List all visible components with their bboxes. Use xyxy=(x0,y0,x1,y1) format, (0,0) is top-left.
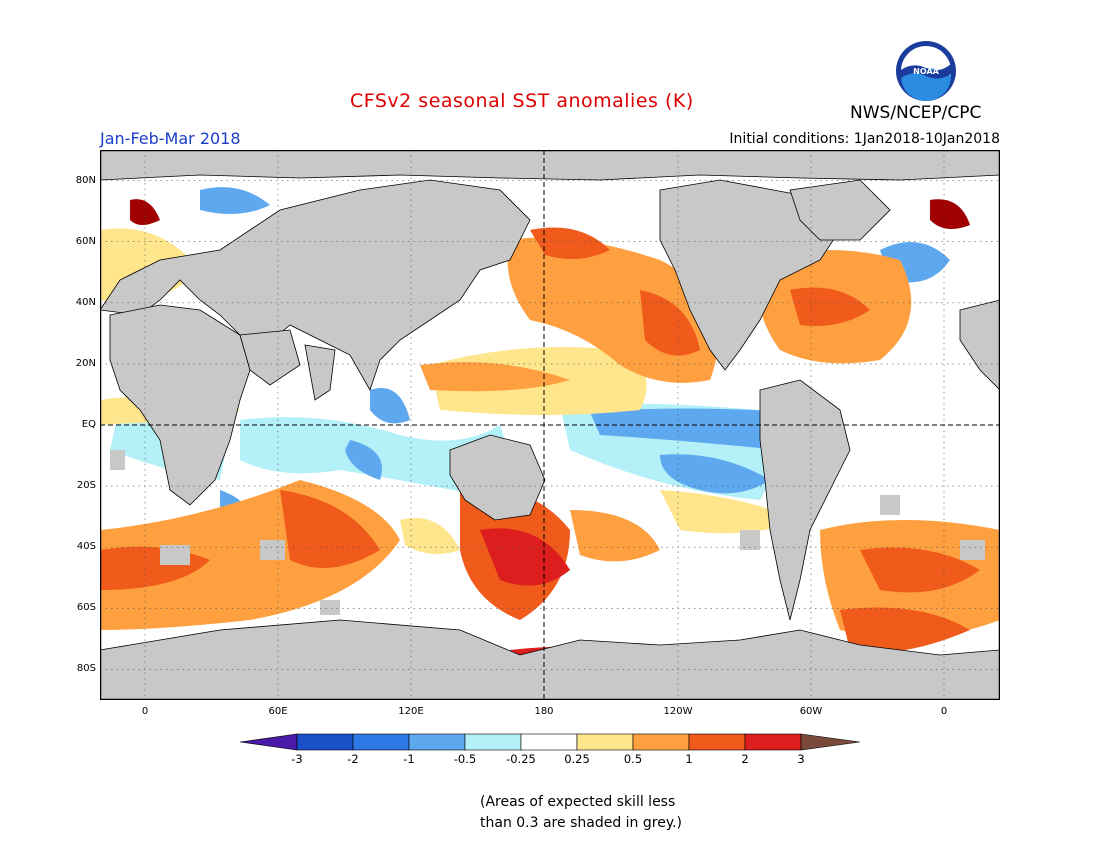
lat-label-20s: 20S xyxy=(76,480,96,491)
colorbar-label: 3 xyxy=(797,752,805,766)
noaa-logo: NOAA xyxy=(896,41,956,101)
agency-label: NWS/NCEP/CPC xyxy=(850,103,982,123)
lon-label-120e: 120E xyxy=(398,706,424,717)
lat-label-40s: 40S xyxy=(76,541,96,552)
color-bar-boxes xyxy=(296,733,802,751)
initial-conditions: Initial conditions: 1Jan2018-10Jan2018 xyxy=(729,131,1000,147)
lon-label-0-right: 0 xyxy=(940,706,948,717)
lon-label-0: 0 xyxy=(141,706,149,717)
map-frame xyxy=(100,150,1000,700)
low-skill-grey-patches xyxy=(110,450,985,615)
land-masses xyxy=(100,150,1000,700)
color-bar-low-arrow xyxy=(240,733,298,751)
sst-anomaly-map xyxy=(100,150,1000,700)
lat-label-80s: 80S xyxy=(76,663,96,674)
colorbar-label: 0.5 xyxy=(623,752,643,766)
logo-text: NOAA xyxy=(913,67,939,76)
equator-dateline xyxy=(100,150,1000,700)
lat-label-eq: EQ xyxy=(81,419,96,430)
lon-label-120w: 120W xyxy=(663,706,693,717)
forecast-period: Jan-Feb-Mar 2018 xyxy=(100,129,241,148)
lat-label-60s: 60S xyxy=(76,602,96,613)
lon-label-60e: 60E xyxy=(268,706,288,717)
lon-label-180: 180 xyxy=(534,706,554,717)
lat-label-40n: 40N xyxy=(75,297,96,308)
skill-note: (Areas of expected skill less than 0.3 a… xyxy=(480,792,682,834)
colorbar-label: 0.25 xyxy=(564,752,590,766)
colorbar-label: -3 xyxy=(291,752,303,766)
skill-note-line1: (Areas of expected skill less xyxy=(480,794,676,810)
lat-label-20n: 20N xyxy=(75,358,96,369)
colorbar-label: -0.5 xyxy=(453,752,477,766)
lat-label-80n: 80N xyxy=(75,175,96,186)
color-bar xyxy=(240,733,860,751)
lat-label-60n: 60N xyxy=(75,236,96,247)
colorbar-label: -0.25 xyxy=(506,752,536,766)
color-bar-high-arrow xyxy=(800,733,860,751)
colorbar-label: 2 xyxy=(741,752,749,766)
lon-label-60w: 60W xyxy=(799,706,823,717)
map-title: CFSv2 seasonal SST anomalies (K) xyxy=(350,90,694,112)
colorbar-label: -1 xyxy=(403,752,415,766)
colorbar-label: -2 xyxy=(347,752,359,766)
skill-note-line2: than 0.3 are shaded in grey.) xyxy=(480,815,683,831)
colorbar-label: 1 xyxy=(685,752,693,766)
